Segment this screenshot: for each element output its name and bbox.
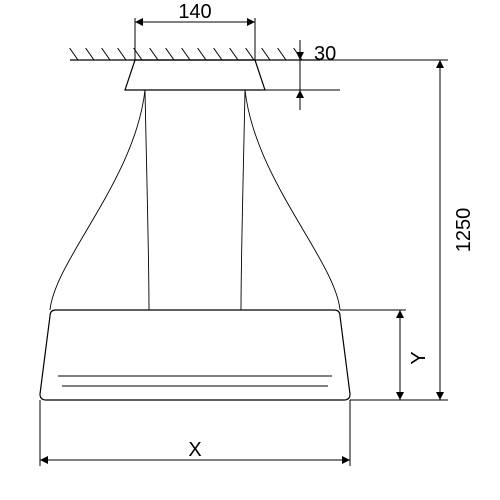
dim-mount-width: 140 <box>178 1 211 23</box>
dim-shade-width: X <box>188 439 201 461</box>
dim-shade-height: Y <box>408 351 430 364</box>
dim-overall-height: 1250 <box>453 208 475 253</box>
dim-mount-height: 30 <box>314 43 336 65</box>
